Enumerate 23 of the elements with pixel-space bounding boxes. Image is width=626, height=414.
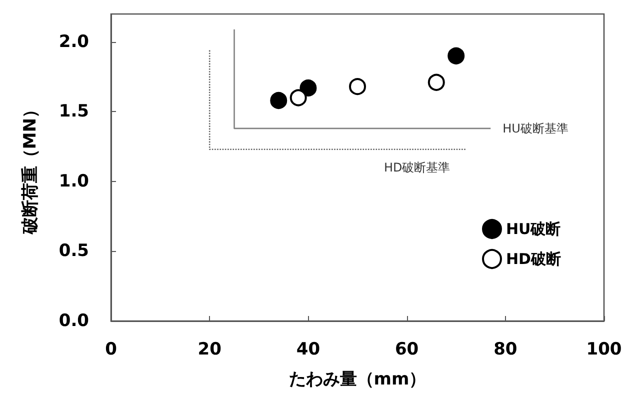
y-tick-label: 1.5 — [58, 102, 89, 122]
x-tick-label: 20 — [198, 340, 222, 360]
x-tick-label: 0 — [105, 340, 118, 360]
y-tick-label: 2.0 — [58, 32, 90, 52]
point — [428, 74, 445, 91]
x-tick-label: 100 — [586, 340, 622, 360]
series-label: HD破断基準 — [384, 160, 450, 174]
point — [290, 89, 307, 106]
point — [349, 78, 366, 96]
legend-label: HU破断 — [506, 220, 561, 238]
point — [270, 92, 288, 110]
x-tick-label: 80 — [494, 340, 518, 360]
x-tick-label: 60 — [394, 340, 419, 360]
x-tick-label: 40 — [296, 340, 320, 360]
x-axis-title: たわみ量（mm） — [288, 370, 426, 390]
y-tick-label: 0.5 — [58, 241, 89, 262]
y-tick-label: 1.0 — [58, 171, 90, 192]
point — [448, 47, 465, 64]
y-axis-title: 破断荷重（MN） — [20, 100, 40, 236]
series-label: HU破断基準 — [502, 121, 568, 136]
y-tick-label: 0.0 — [58, 311, 90, 331]
point — [300, 79, 317, 96]
legend-label: HD破断 — [506, 250, 562, 268]
